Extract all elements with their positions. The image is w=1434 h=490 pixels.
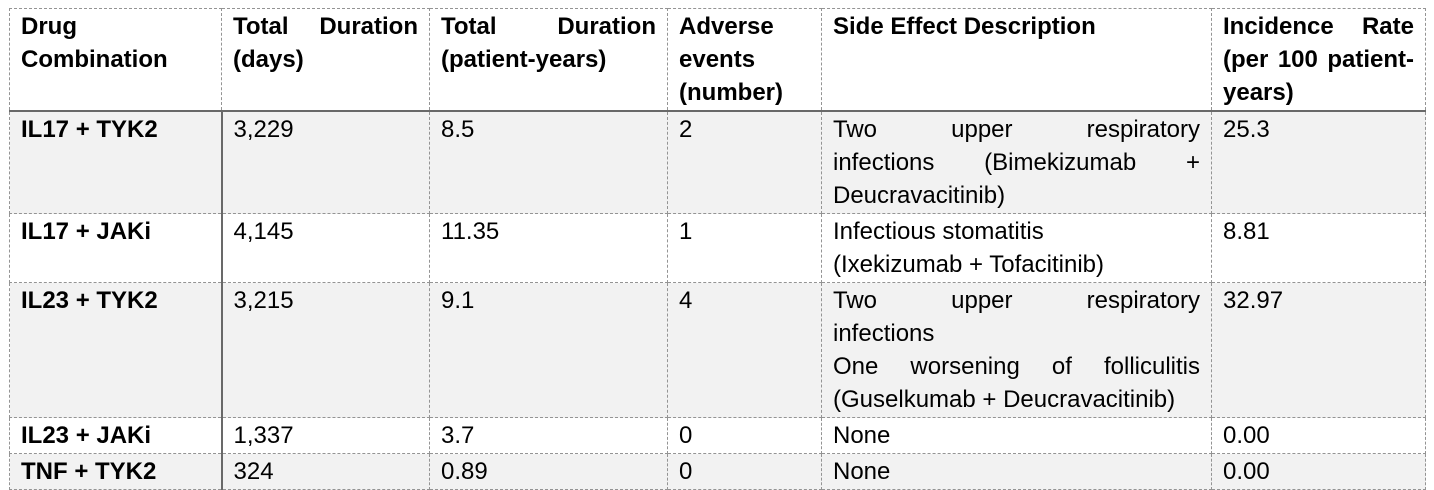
cell-total-duration-days: 4,145 — [221, 213, 430, 283]
header-line: Combination — [21, 46, 168, 73]
table-row: TNF + TYK2 324 0.89 0 None 0.00 — [9, 453, 1426, 490]
column-header-total-duration-patient-years: Total Duration (patient-years) — [429, 8, 668, 112]
side-effect-line: None — [833, 422, 891, 449]
cell-side-effect-description: Two upper respiratory infections One worse… — [821, 282, 1212, 418]
cell-incidence-rate: 0.00 — [1211, 417, 1426, 454]
column-header-incidence-rate: Incidence Rate (per 100 patient-years) — [1211, 8, 1426, 112]
side-effect-line: (Guselkumab + Deucravacitinib) — [833, 386, 1176, 413]
side-effect-line: Two upper respiratory — [833, 287, 1200, 314]
cell-adverse-events-number: 0 — [667, 453, 822, 490]
header-line: Incidence Rate — [1223, 13, 1414, 40]
cell-incidence-rate: 25.3 — [1211, 110, 1426, 214]
column-header-adverse-events-number: Adverse events (number) — [667, 8, 822, 112]
cell-total-duration-patient-years: 3.7 — [429, 417, 668, 454]
cell-side-effect-description: None — [821, 453, 1212, 490]
cell-incidence-rate: 8.81 — [1211, 213, 1426, 283]
header-line: Total Duration — [441, 13, 656, 40]
cell-drug-combination: TNF + TYK2 — [9, 453, 223, 490]
header-line: Adverse — [679, 13, 774, 40]
cell-total-duration-patient-years: 11.35 — [429, 213, 668, 283]
cell-total-duration-days: 324 — [221, 453, 430, 490]
column-header-total-duration-days: Total Duration (days) — [221, 8, 430, 112]
cell-drug-combination: IL17 + JAKi — [9, 213, 223, 283]
cell-total-duration-patient-years: 9.1 — [429, 282, 668, 418]
cell-side-effect-description: Two upper respiratory infections (Bimekiz… — [821, 110, 1212, 214]
column-header-drug-combination: Drug Combination — [9, 8, 222, 112]
table-row: IL23 + TYK2 3,215 9.1 4 Two upper respirator… — [9, 282, 1426, 418]
cell-adverse-events-number: 1 — [667, 213, 822, 283]
adverse-events-table: Drug Combination Total Duration (days) Total… — [9, 8, 1426, 490]
header-line: Side Effect Description — [833, 13, 1096, 40]
side-effect-line: Two upper respiratory — [833, 116, 1200, 143]
header-line: (patient-years) — [441, 46, 607, 73]
table-row: IL17 + TYK2 3,229 8.5 2 Two upper respirator… — [9, 110, 1426, 214]
cell-drug-combination: IL17 + TYK2 — [9, 110, 223, 214]
column-header-side-effect-description: Side Effect Description — [821, 8, 1212, 112]
cell-total-duration-days: 3,215 — [221, 282, 430, 418]
header-line: Drug — [21, 13, 77, 40]
cell-adverse-events-number: 0 — [667, 417, 822, 454]
header-line: Total Duration — [233, 13, 418, 40]
cell-total-duration-patient-years: 0.89 — [429, 453, 668, 490]
cell-adverse-events-number: 2 — [667, 110, 822, 214]
side-effect-line: infections (Bimekizumab + — [833, 149, 1200, 176]
cell-side-effect-description: Infectious stomatitis (Ixekizumab + Tofac… — [821, 213, 1212, 283]
header-line: (days) — [233, 46, 304, 73]
side-effect-line: Infectious stomatitis — [833, 218, 1044, 245]
cell-side-effect-description: None — [821, 417, 1212, 454]
header-line: (number) — [679, 79, 783, 106]
cell-incidence-rate: 0.00 — [1211, 453, 1426, 490]
cell-drug-combination: IL23 + JAKi — [9, 417, 223, 454]
cell-total-duration-days: 3,229 — [221, 110, 430, 214]
side-effect-line: None — [833, 458, 891, 485]
side-effect-line: infections — [833, 320, 935, 347]
cell-total-duration-patient-years: 8.5 — [429, 110, 668, 214]
cell-total-duration-days: 1,337 — [221, 417, 430, 454]
header-line: (per 100 patient- — [1223, 46, 1414, 73]
table-row: IL17 + JAKi 4,145 11.35 1 Infectious stomati… — [9, 213, 1426, 283]
side-effect-line: (Ixekizumab + Tofacitinib) — [833, 251, 1105, 278]
table-header-row: Drug Combination Total Duration (days) Total… — [9, 8, 1426, 112]
cell-adverse-events-number: 4 — [667, 282, 822, 418]
cell-drug-combination: IL23 + TYK2 — [9, 282, 223, 418]
side-effect-line: One worsening of folliculitis — [833, 353, 1200, 380]
table-row: IL23 + JAKi 1,337 3.7 0 None 0.00 — [9, 417, 1426, 454]
header-line: years) — [1223, 79, 1294, 106]
cell-incidence-rate: 32.97 — [1211, 282, 1426, 418]
header-line: events — [679, 46, 756, 73]
side-effect-line: Deucravacitinib) — [833, 182, 1006, 209]
